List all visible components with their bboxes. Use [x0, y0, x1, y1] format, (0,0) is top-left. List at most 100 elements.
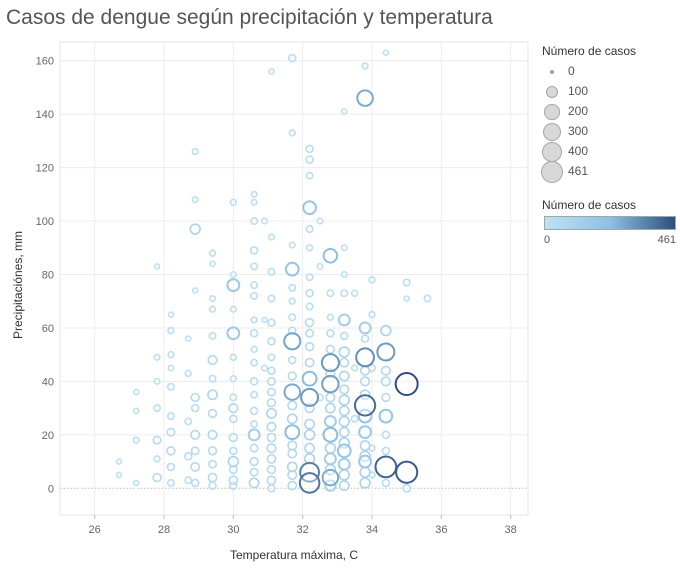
data-point — [321, 374, 340, 394]
data-point — [287, 371, 297, 381]
data-point — [250, 420, 259, 429]
data-point — [207, 354, 218, 366]
data-point — [288, 297, 296, 305]
data-point — [305, 302, 314, 311]
data-point — [183, 451, 193, 461]
data-point — [207, 446, 218, 456]
data-point — [339, 331, 349, 341]
data-point — [283, 383, 302, 401]
size-legend-entry: 300 — [530, 122, 680, 142]
data-point — [267, 318, 276, 327]
data-point — [267, 233, 276, 241]
data-point — [350, 414, 359, 423]
x-tick-label: 34 — [366, 524, 378, 536]
data-point — [153, 455, 161, 463]
data-point — [337, 313, 351, 327]
data-point — [229, 446, 238, 456]
y-tick-label: 120 — [36, 163, 54, 175]
data-point — [228, 403, 239, 414]
size-legend-circle — [542, 122, 562, 142]
data-point — [287, 480, 298, 491]
data-point — [166, 427, 176, 437]
data-point — [356, 89, 374, 107]
data-point — [132, 388, 140, 396]
data-point — [250, 316, 258, 324]
size-legend-circle — [546, 86, 558, 98]
data-point — [250, 291, 259, 300]
data-point — [338, 469, 350, 481]
data-point — [395, 460, 419, 484]
data-point — [358, 425, 372, 440]
data-point — [229, 198, 238, 207]
data-point — [338, 370, 350, 382]
data-point — [380, 365, 391, 376]
size-legend-label: 0 — [568, 64, 575, 78]
data-point — [267, 366, 276, 375]
data-point — [298, 472, 321, 494]
chart-title: Casos de dengue según precipitación y te… — [6, 6, 493, 29]
size-legend-entry: 400 — [530, 141, 680, 163]
data-point — [167, 326, 175, 335]
data-point — [339, 384, 350, 395]
color-legend-title: Número de casos — [542, 198, 637, 212]
data-point — [208, 459, 218, 469]
data-point — [324, 442, 337, 454]
data-point — [249, 329, 259, 338]
data-point — [286, 461, 298, 473]
data-point — [250, 281, 259, 290]
data-point — [208, 374, 217, 383]
data-point — [380, 324, 392, 337]
y-tick-label: 140 — [36, 109, 54, 121]
data-point — [266, 475, 277, 486]
data-point — [184, 476, 193, 485]
data-point — [326, 313, 335, 321]
data-point — [305, 171, 314, 180]
data-point — [324, 402, 336, 414]
data-point — [229, 375, 238, 383]
data-point — [288, 241, 296, 249]
data-point — [361, 62, 369, 70]
y-axis-label: Precipitaciónes, mm — [11, 231, 25, 339]
axis-layer: 0 20 40 60 80 100 120 140 160 26 28 30 32 34 36 38 — [36, 56, 517, 536]
data-point — [304, 341, 315, 352]
data-point — [382, 49, 390, 56]
data-point — [184, 369, 192, 378]
data-point — [250, 217, 259, 226]
x-axis-label: Temperatura máxima, C — [230, 548, 358, 562]
data-point — [338, 346, 350, 358]
data-point — [305, 144, 314, 154]
data-point — [267, 337, 276, 346]
size-legend-entry: 461 — [530, 161, 680, 183]
data-point — [320, 353, 340, 373]
data-point — [338, 426, 350, 438]
color-legend: Número de casos 0 461 — [530, 198, 680, 246]
y-tick-label: 160 — [36, 56, 54, 68]
size-legend-entry: 100 — [530, 82, 680, 102]
size-legend-circle — [541, 141, 563, 163]
data-point — [359, 440, 371, 451]
data-point — [340, 289, 349, 298]
data-point — [153, 263, 161, 270]
data-point — [378, 408, 394, 424]
data-point — [267, 294, 276, 303]
data-point — [338, 415, 350, 428]
y-tick-label: 60 — [42, 323, 54, 335]
data-point — [249, 246, 259, 255]
data-point — [190, 403, 200, 413]
data-point — [190, 461, 201, 472]
data-point — [360, 334, 370, 343]
data-point — [353, 394, 377, 417]
data-point — [152, 435, 162, 445]
data-point — [380, 376, 391, 387]
data-point — [359, 376, 371, 387]
size-legend-label: 461 — [568, 164, 589, 178]
data-point — [229, 353, 238, 362]
data-point — [350, 289, 359, 297]
data-point — [184, 417, 193, 426]
data-point — [288, 283, 297, 292]
plot-frame — [59, 41, 529, 516]
data-point — [304, 317, 315, 328]
data-point — [381, 446, 391, 456]
x-tick-label: 36 — [435, 524, 447, 536]
